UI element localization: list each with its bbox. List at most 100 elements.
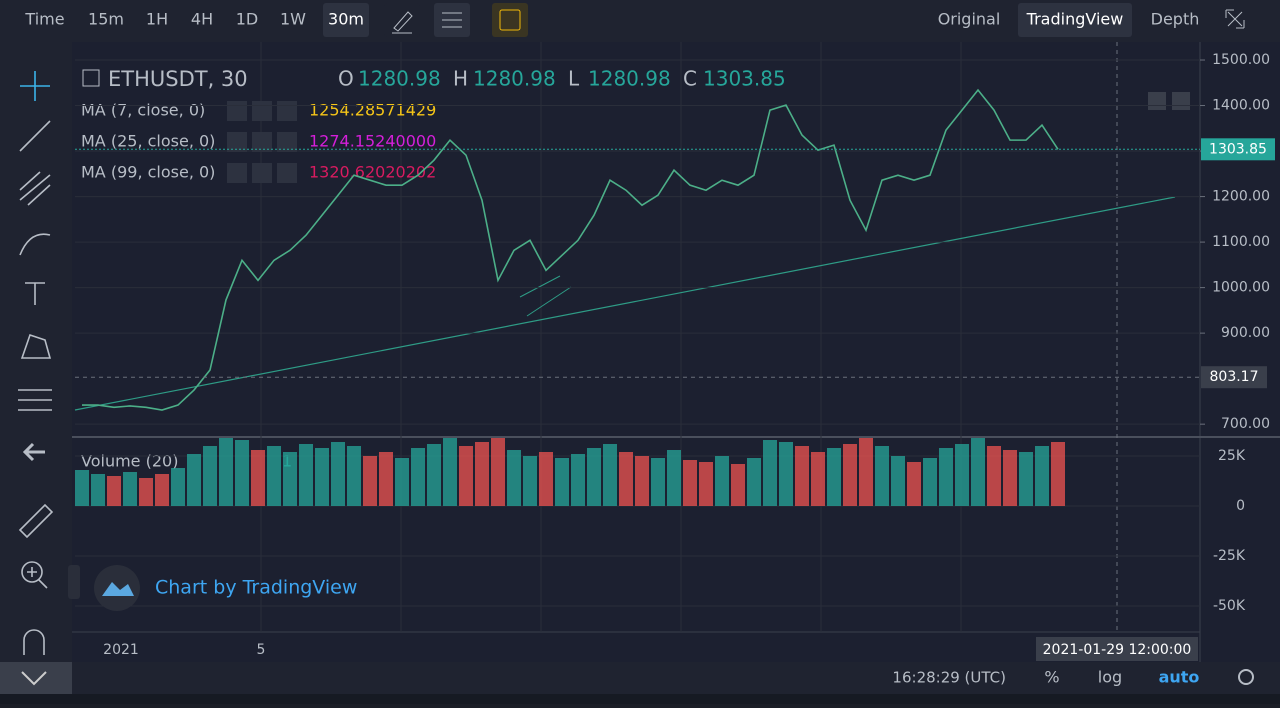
indicator-value: 1274.15240000 bbox=[309, 132, 436, 151]
indicator-button[interactable] bbox=[277, 101, 297, 121]
interval-tab[interactable]: Time bbox=[24, 10, 64, 29]
volume-bar bbox=[731, 464, 745, 506]
indicator-button[interactable] bbox=[227, 132, 247, 152]
volume-bar bbox=[411, 448, 425, 506]
volume-bar bbox=[491, 438, 505, 506]
volume-bar bbox=[219, 438, 233, 506]
v-tick-label: 0 bbox=[1236, 498, 1245, 514]
scroll-button[interactable] bbox=[1172, 92, 1190, 110]
trend-line bbox=[526, 286, 572, 317]
info-button[interactable] bbox=[492, 3, 528, 37]
trend-line bbox=[74, 196, 1176, 411]
volume-bar bbox=[667, 450, 681, 506]
volume-bar bbox=[1019, 452, 1033, 506]
volume-bar bbox=[123, 472, 137, 506]
interval-tab[interactable]: 15m bbox=[88, 10, 124, 29]
volume-bar bbox=[795, 446, 809, 506]
y-tick-label: 1500.00 bbox=[1212, 52, 1270, 68]
indicator-button[interactable] bbox=[252, 101, 272, 121]
volume-bar bbox=[251, 450, 265, 506]
draw-icon bbox=[392, 11, 413, 34]
fullscreen-icon[interactable] bbox=[1225, 9, 1245, 29]
volume-bar bbox=[75, 470, 89, 506]
view-tab[interactable]: Depth bbox=[1151, 10, 1200, 29]
scroll-button[interactable] bbox=[1148, 92, 1166, 110]
clock: 16:28:29 (UTC) bbox=[892, 669, 1006, 687]
view-tab[interactable]: TradingView bbox=[1026, 10, 1124, 29]
volume-bar bbox=[875, 446, 889, 506]
volume-bar bbox=[843, 444, 857, 506]
collapse-button[interactable] bbox=[0, 662, 72, 694]
volume-bar bbox=[619, 452, 633, 506]
volume-bar bbox=[443, 438, 457, 506]
last-price-label: 1303.85 bbox=[1209, 141, 1267, 157]
draw-button[interactable] bbox=[384, 3, 420, 37]
volume-bar bbox=[267, 446, 281, 506]
volume-bar bbox=[187, 454, 201, 506]
volume-bar bbox=[155, 474, 169, 506]
active-interval-bg bbox=[323, 3, 369, 37]
collapse-legend[interactable] bbox=[82, 69, 100, 87]
volume-bar bbox=[539, 452, 553, 506]
interval-tab[interactable]: 30m bbox=[328, 10, 364, 29]
y-tick-label: 700.00 bbox=[1221, 416, 1270, 432]
v-tick-label: -50K bbox=[1213, 598, 1246, 614]
x-tick-label: 5 bbox=[257, 642, 266, 658]
volume-bar bbox=[507, 450, 521, 506]
volume-bar bbox=[699, 462, 713, 506]
trend-line bbox=[519, 275, 561, 298]
info-icon bbox=[499, 9, 521, 31]
volume-bar bbox=[427, 444, 441, 506]
crosshair-price-tag bbox=[1201, 366, 1267, 389]
volume-bar bbox=[555, 458, 569, 506]
volume-bar bbox=[1003, 450, 1017, 506]
volume-bar bbox=[347, 446, 361, 506]
indicator-name: MA (99, close, 0) bbox=[81, 163, 215, 182]
indicator-value: 1254.28571429 bbox=[309, 101, 436, 120]
log-toggle[interactable]: log bbox=[1098, 668, 1122, 687]
volume-bar bbox=[459, 446, 473, 506]
drawing-tool-icons bbox=[18, 71, 54, 655]
indicator-button[interactable] bbox=[252, 163, 272, 183]
volume-bar bbox=[1035, 446, 1049, 506]
y-tick-label: 1000.00 bbox=[1212, 280, 1270, 296]
interval-tab[interactable]: 1D bbox=[236, 10, 259, 29]
indicator-button[interactable] bbox=[277, 132, 297, 152]
indicator-button[interactable] bbox=[277, 163, 297, 183]
status-bar bbox=[72, 662, 1280, 694]
settings-gear[interactable] bbox=[1238, 669, 1254, 685]
ohlc-value: 1303.85 bbox=[703, 67, 786, 91]
bottom-edge bbox=[0, 694, 1280, 704]
indicator-button[interactable] bbox=[252, 132, 272, 152]
volume-bar bbox=[779, 442, 793, 506]
view-tab[interactable]: Original bbox=[938, 10, 1001, 29]
crosshair-time-label: 2021-01-29 12:00:00 bbox=[1043, 642, 1192, 658]
crosshair-time-tag bbox=[1036, 637, 1198, 661]
indicator-button[interactable] bbox=[227, 163, 247, 183]
percent-toggle[interactable]: % bbox=[1044, 668, 1059, 687]
volume-bar bbox=[923, 458, 937, 506]
volume-bar bbox=[955, 444, 969, 506]
indicator-value: 1320.62020202 bbox=[309, 163, 436, 182]
indicator-button[interactable] bbox=[227, 101, 247, 121]
volume-bar bbox=[395, 458, 409, 506]
volume-bar bbox=[203, 446, 217, 506]
symbol: ETHUSDT, 30 bbox=[108, 67, 248, 91]
y-tick-label: 1400.00 bbox=[1212, 98, 1270, 114]
volume-bar bbox=[891, 456, 905, 506]
interval-tab[interactable]: 4H bbox=[191, 10, 213, 29]
y-tick-label: 1100.00 bbox=[1212, 234, 1270, 250]
volume-bar bbox=[315, 448, 329, 506]
volume-bar bbox=[987, 446, 1001, 506]
auto-toggle[interactable]: auto bbox=[1159, 668, 1200, 687]
v-tick-label: 25K bbox=[1218, 448, 1246, 464]
indicator-name: MA (25, close, 0) bbox=[81, 132, 215, 151]
side-toggle[interactable] bbox=[68, 565, 80, 599]
interval-tab[interactable]: 1W bbox=[280, 10, 306, 29]
ohlc-key: C bbox=[683, 67, 697, 91]
y-tick-label: 1200.00 bbox=[1212, 189, 1270, 205]
volume-bar bbox=[171, 468, 185, 506]
interval-tab[interactable]: 1H bbox=[146, 10, 168, 29]
volume-bar bbox=[107, 476, 121, 506]
